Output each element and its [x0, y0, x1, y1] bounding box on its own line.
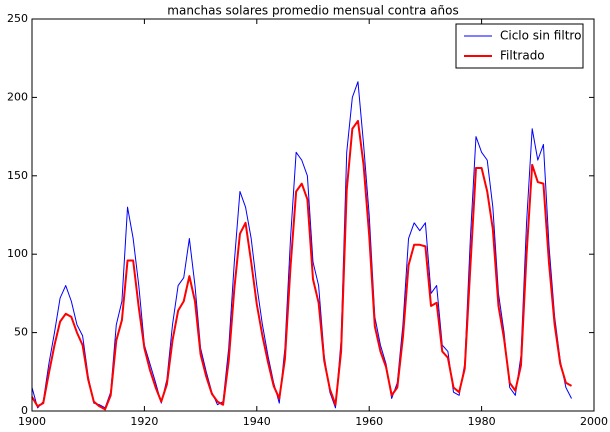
data-line: [31, 81, 572, 409]
x-tick-label: 1980: [468, 415, 496, 428]
y-tick-label: 100: [7, 247, 28, 260]
y-tick-label: 150: [7, 169, 28, 182]
x-tick-label: 1920: [130, 415, 158, 428]
x-tick-label: 1900: [18, 415, 46, 428]
y-tick-label: 0: [21, 404, 28, 417]
chart-title: manchas solares promedio mensual contra …: [167, 4, 458, 18]
y-tick-label: 50: [14, 326, 28, 339]
y-tick-label: 250: [7, 12, 28, 25]
x-tick-label: 1960: [355, 415, 383, 428]
x-tick-label: 2000: [580, 415, 608, 428]
legend-label: Filtrado: [500, 49, 545, 63]
legend-label: Ciclo sin filtro: [500, 29, 581, 43]
y-tick-label: 200: [7, 90, 28, 103]
x-tick-label: 1940: [243, 415, 271, 428]
legend-box: [455, 23, 584, 69]
plot-frame: [31, 18, 595, 412]
data-line: [31, 119, 573, 411]
